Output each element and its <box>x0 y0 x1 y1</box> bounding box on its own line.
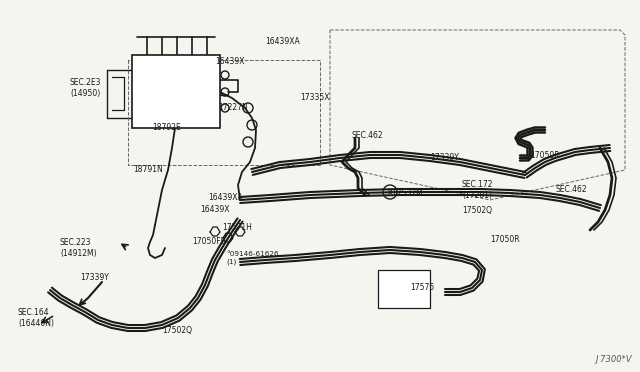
Text: 17575: 17575 <box>410 283 435 292</box>
Text: 17050FB: 17050FB <box>192 237 226 247</box>
Text: SEC.172
(17201): SEC.172 (17201) <box>462 180 493 200</box>
Text: J 7300*V: J 7300*V <box>595 355 632 364</box>
Text: SEC.462: SEC.462 <box>352 131 383 140</box>
Text: B: B <box>388 189 392 195</box>
Text: SEC.2E3
(14950): SEC.2E3 (14950) <box>70 78 102 98</box>
Text: 17227N: 17227N <box>218 103 248 112</box>
Text: SEC.462: SEC.462 <box>555 186 587 195</box>
Text: 17502Q: 17502Q <box>462 205 492 215</box>
Text: 18792E: 18792E <box>152 124 180 132</box>
Text: 16439XA: 16439XA <box>265 38 300 46</box>
Text: 17335X: 17335X <box>300 93 330 103</box>
Text: 17571H: 17571H <box>222 224 252 232</box>
Text: 16439X: 16439X <box>215 58 244 67</box>
Text: 17050R: 17050R <box>490 235 520 244</box>
Text: 16439XA: 16439XA <box>208 193 243 202</box>
Text: 18791N: 18791N <box>133 166 163 174</box>
Text: °17532M: °17532M <box>388 189 422 198</box>
Text: SEC.164
(16440N): SEC.164 (16440N) <box>18 308 54 328</box>
Bar <box>132 55 220 128</box>
Text: 17502Q: 17502Q <box>162 326 192 334</box>
Bar <box>378 270 430 308</box>
Text: 17339Y: 17339Y <box>430 154 459 163</box>
Text: 17050R: 17050R <box>530 151 559 160</box>
Text: 17339Y: 17339Y <box>80 273 109 282</box>
Text: 16439X: 16439X <box>200 205 230 215</box>
Text: °09146-61626
(1): °09146-61626 (1) <box>226 251 278 265</box>
Text: SEC.223
(14912M): SEC.223 (14912M) <box>60 238 97 258</box>
